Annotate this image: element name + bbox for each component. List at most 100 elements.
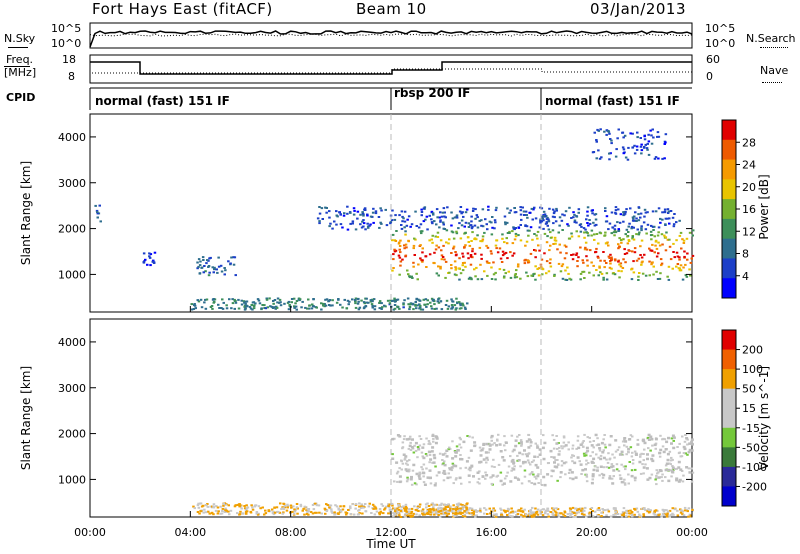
power-cell: [650, 134, 653, 137]
colorbar-swatch: [722, 238, 736, 259]
velocity-cell: [533, 475, 537, 478]
velocity-cell: [485, 461, 488, 464]
velocity-cell: [396, 480, 399, 483]
velocity-cell: [503, 477, 507, 480]
velocity-cell: [523, 508, 526, 511]
velocity-cell: [603, 434, 606, 436]
power-cell: [217, 265, 221, 268]
power-cell: [476, 226, 480, 229]
velocity-cell: [209, 505, 212, 508]
power-cell: [362, 214, 365, 217]
colorbar-swatch: [722, 486, 736, 507]
power-cell: [630, 268, 633, 271]
velocity-cell: [571, 460, 574, 463]
power-cell: [519, 224, 522, 226]
velocity-cell: [251, 508, 255, 511]
velocity-ground-scatter-cell: [407, 437, 411, 441]
power-cell: [325, 298, 329, 301]
power-cell: [196, 261, 199, 264]
velocity-cell: [631, 462, 635, 465]
power-cell: [652, 273, 655, 276]
power-cell: [379, 207, 382, 210]
velocity-cell: [206, 503, 209, 505]
velocity-cell: [457, 509, 460, 512]
velocity-cell: [403, 435, 406, 438]
velocity-cell: [528, 512, 531, 515]
power-cell: [333, 220, 336, 223]
velocity-cell: [530, 514, 533, 517]
velocity-cell: [529, 463, 532, 466]
velocity-ground-scatter-cell: [533, 482, 537, 486]
power-cell: [504, 251, 508, 254]
cpid-label: CPID: [6, 91, 36, 104]
power-cell: [628, 249, 631, 252]
power-cell: [430, 210, 434, 213]
power-cell: [216, 271, 219, 274]
velocity-cell: [439, 509, 443, 512]
velocity-cell: [387, 512, 390, 515]
velocity-cell: [325, 503, 328, 506]
power-cell: [646, 142, 649, 145]
velocity-ground-scatter-cell: [469, 449, 473, 452]
velocity-cell: [434, 510, 438, 513]
velocity-cell: [264, 509, 267, 512]
power-cell: [455, 267, 458, 270]
velocity-cell: [418, 471, 421, 474]
velocity-cell: [434, 504, 437, 507]
velocity-cell: [362, 506, 365, 509]
power-cell: [237, 298, 240, 301]
velocity-cell: [296, 507, 299, 510]
power-cell: [374, 210, 378, 213]
power-cell: [512, 226, 515, 229]
velocity-cell: [329, 504, 333, 507]
power-cell: [539, 206, 542, 209]
velocity-cell: [589, 513, 592, 515]
velocity-cell: [344, 511, 347, 514]
power-cell: [613, 224, 617, 227]
power-cell: [502, 268, 506, 271]
velocity-ground-scatter-cell: [658, 451, 662, 455]
power-cell: [515, 276, 519, 279]
power-cell: [530, 207, 534, 210]
power-cell: [616, 221, 619, 224]
power-cell: [663, 157, 666, 160]
power-cell: [207, 274, 211, 277]
velocity-ground-scatter-cell: [549, 449, 553, 453]
power-cell: [613, 229, 617, 232]
velocity-cell: [691, 508, 694, 511]
power-cell: [431, 299, 435, 302]
velocity-cell: [681, 513, 684, 516]
power-cell: [398, 214, 401, 217]
power-cell: [371, 298, 374, 301]
power-cell: [331, 299, 334, 302]
power-cell: [435, 307, 438, 310]
velocity-cell: [197, 506, 201, 509]
velocity-ground-scatter-cell: [454, 455, 458, 458]
velocity-cell: [599, 454, 603, 457]
velocity-colorbar-title: Velocity [m s^-1]: [757, 366, 771, 470]
power-cell: [288, 304, 291, 306]
velocity-cell: [250, 504, 253, 507]
velocity-cell: [607, 510, 611, 513]
power-cell: [657, 241, 660, 244]
power-cell: [607, 130, 610, 132]
velocity-cell: [277, 510, 280, 513]
velocity-cell: [264, 512, 268, 515]
velocity-cell: [225, 509, 228, 512]
power-cell: [425, 215, 429, 218]
power-cell: [627, 239, 631, 242]
velocity-cell: [550, 456, 553, 458]
velocity-cell: [404, 503, 408, 506]
power-cell: [218, 307, 221, 309]
velocity-ground-scatter-cell: [659, 448, 663, 452]
velocity-cell: [465, 508, 468, 511]
velocity-ground-scatter-cell: [443, 463, 447, 467]
power-cell: [650, 224, 653, 227]
velocity-ground-scatter-cell: [564, 444, 568, 447]
power-cell: [621, 146, 625, 149]
velocity-cell: [557, 442, 560, 444]
velocity-cell: [223, 511, 227, 513]
velocity-cell: [347, 509, 350, 511]
velocity-cell: [463, 514, 466, 516]
colorbar-swatch: [722, 369, 736, 390]
